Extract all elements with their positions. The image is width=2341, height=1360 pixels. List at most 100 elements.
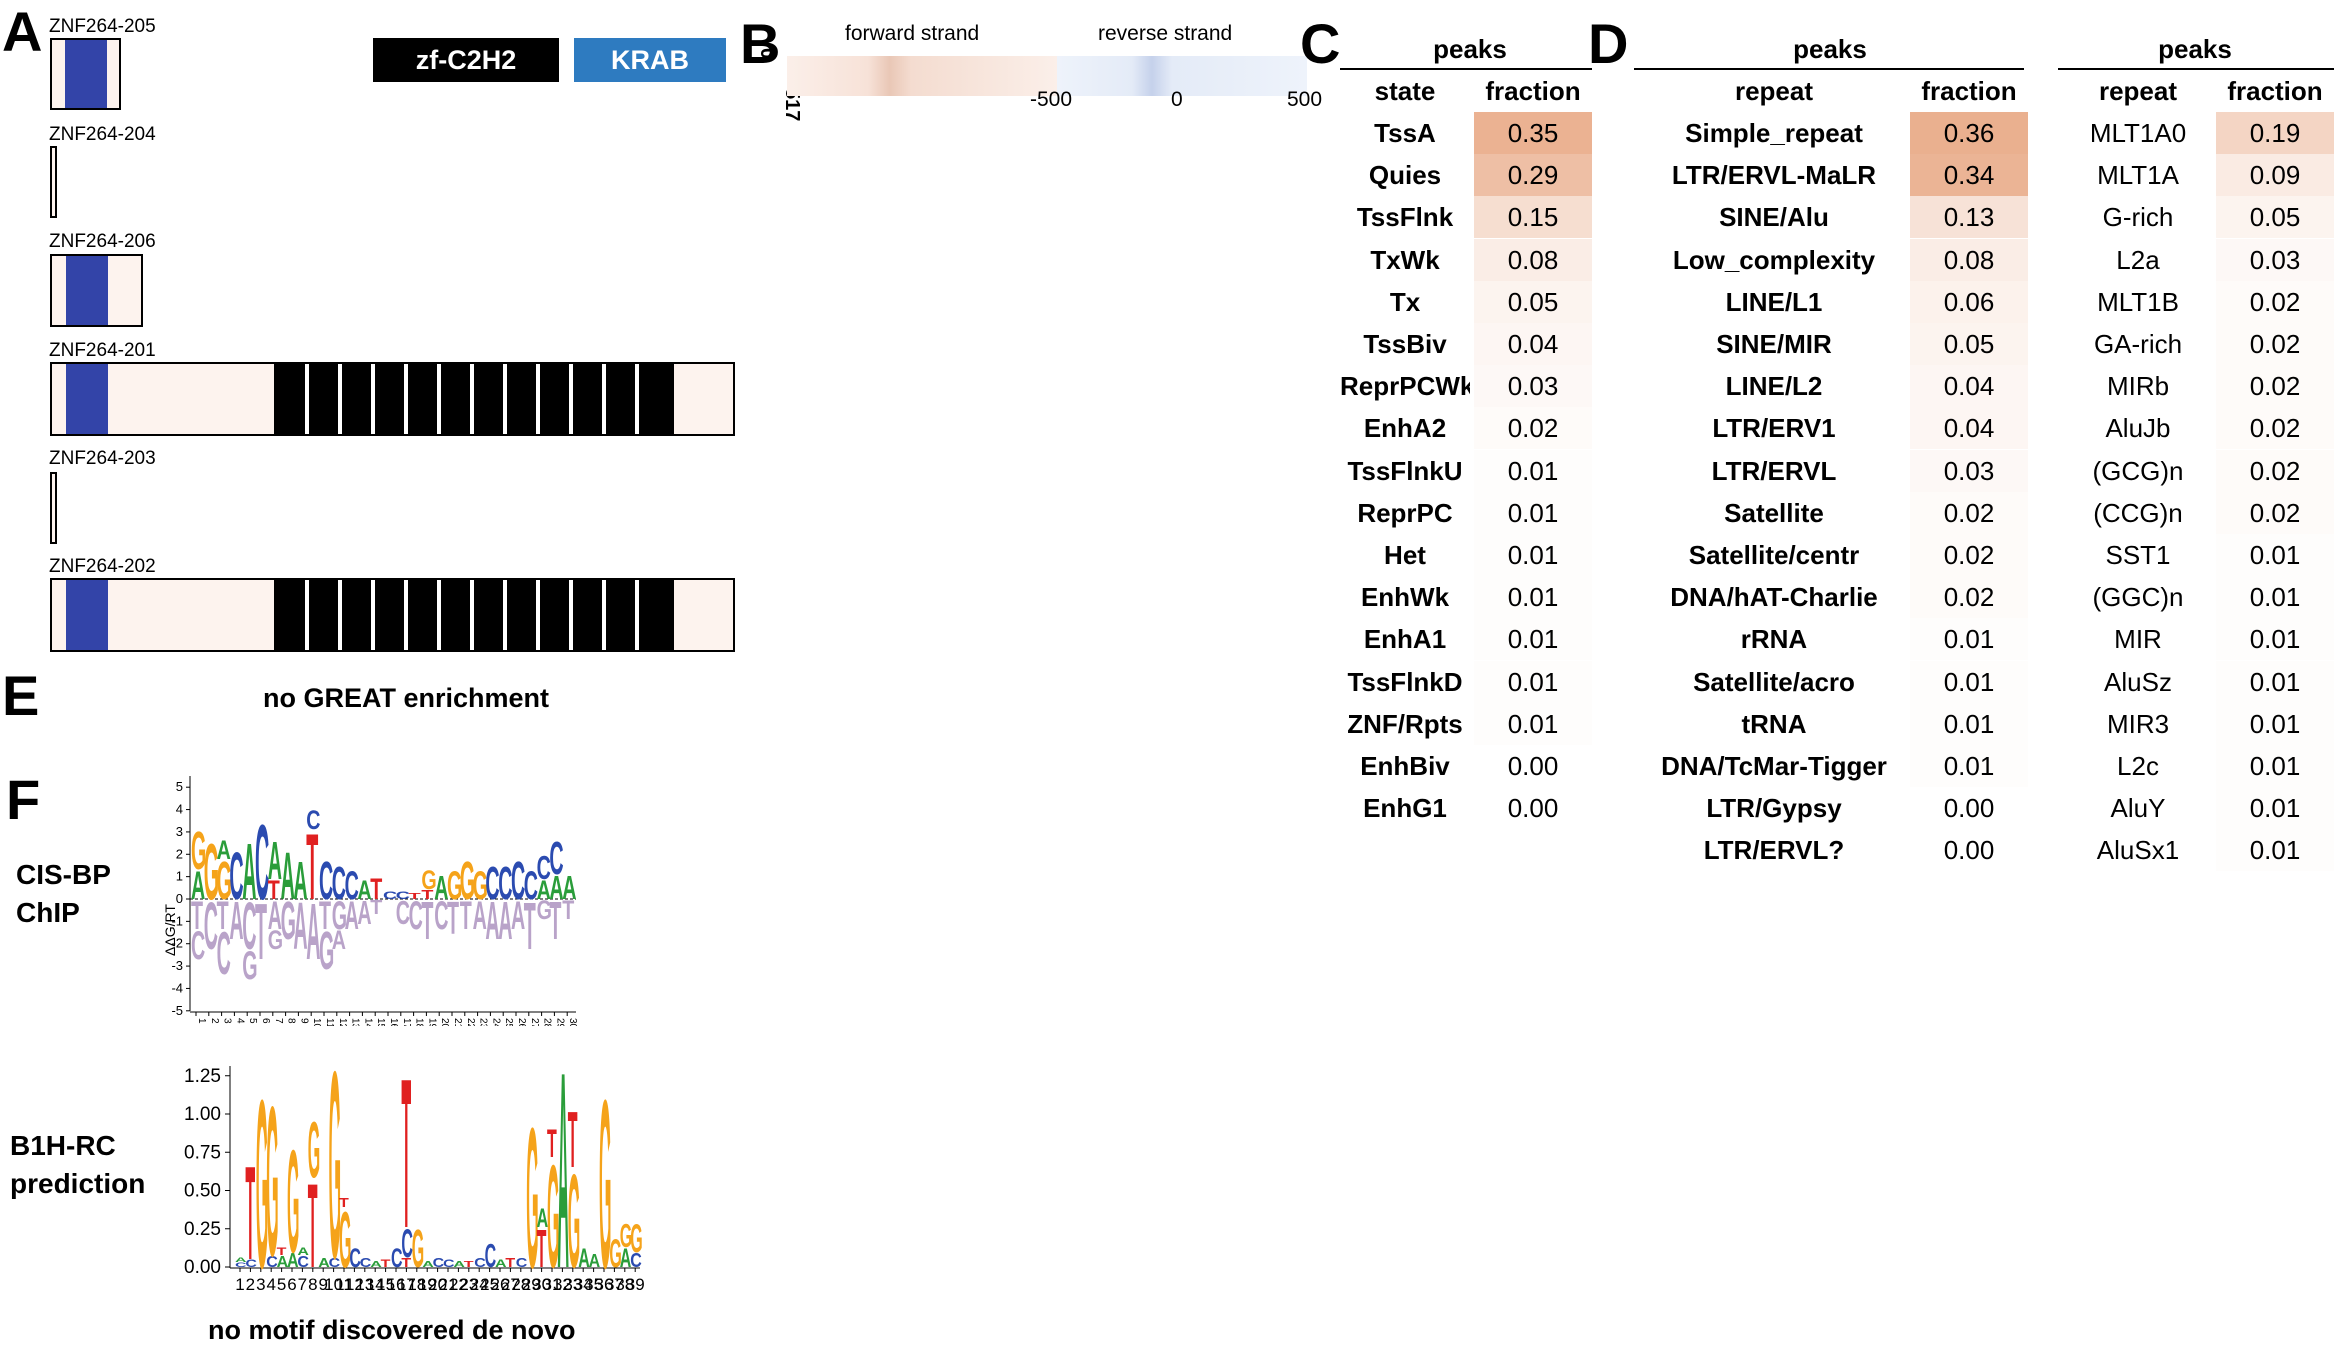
col-state-header: state [1374, 76, 1436, 106]
table-row-label: EnhBiv [1360, 751, 1450, 781]
table-row-label: EnhWk [1360, 582, 1450, 613]
axis-tick-label: 24 [470, 1275, 489, 1294]
motif-letter: A [485, 891, 499, 951]
table-row-fraction: 0.01 [1910, 745, 2028, 787]
motif-letter: T [547, 1122, 557, 1167]
axis-tick-label: 1.00 [184, 1104, 221, 1125]
axis-tick-label: 0 [176, 891, 183, 906]
transcript-203 [50, 472, 57, 544]
table-row-label: LTR/ERVL [1711, 455, 1837, 486]
axis-tick-label: 25 [480, 1275, 499, 1294]
motif-letter: A [357, 875, 371, 905]
axis-tick-label: 37 [605, 1275, 624, 1294]
table-row-label: SINE/MIR [1716, 329, 1832, 359]
heatmap-x-tick: 0 [1171, 88, 1183, 111]
motif-letter: T [339, 1196, 349, 1210]
table-row-fraction: 0.05 [1910, 323, 2028, 365]
table-row-label: MIR3 [2106, 708, 2170, 739]
zf-separator [470, 364, 474, 434]
forward-strand-heatmap [787, 56, 1057, 96]
motif-letter: A [277, 1254, 289, 1271]
axis-tick-label: 38 [615, 1275, 634, 1294]
heatmap-y-top: 0 [756, 48, 778, 60]
zf-separator [338, 364, 342, 434]
axis-tick-label: 7 [298, 1275, 307, 1294]
axis-tick-label: 34 [574, 1275, 593, 1294]
col-repeat-header: repeat [2098, 76, 2178, 106]
table-row-fraction: 0.36 [1910, 112, 2028, 154]
axis-tick-label: 5 [176, 779, 183, 794]
motif-letter: G [609, 1232, 621, 1277]
motif-letter: C [383, 890, 397, 901]
table-row-label: G-rich [2102, 202, 2174, 233]
motif-letter: A [511, 892, 525, 938]
axis-tick-label: 10 [324, 1275, 343, 1294]
axis-tick-label: 21 [452, 1018, 463, 1026]
peaks-header: peaks [2158, 34, 2232, 64]
col-fraction-header: fraction [1921, 76, 2017, 106]
zf-separator [404, 364, 408, 434]
zf-c2h2-domain [274, 364, 674, 434]
axis-tick-label: -2 [171, 936, 183, 951]
table-row-label: Tx [1389, 286, 1421, 317]
axis-tick-label: 17 [397, 1275, 416, 1294]
axis-tick-label: 23 [478, 1018, 489, 1026]
table-row-fraction: 0.01 [1474, 702, 1592, 745]
motif-letter: A [498, 891, 512, 951]
axis-tick-label: -3 [171, 958, 183, 973]
motif-letter: T [421, 887, 434, 902]
transcript-label-201: ZNF264-201 [49, 340, 156, 361]
table-row-fraction: 0.01 [1910, 660, 2028, 703]
motif-letter: C [516, 1256, 528, 1270]
axis-tick-label: 17 [401, 1018, 412, 1026]
transcript-202 [50, 578, 735, 652]
axis-tick-label: 26 [516, 1018, 527, 1026]
table-row-fraction: 0.35 [1474, 112, 1592, 154]
axis-tick-label: -4 [171, 980, 183, 995]
motif-letter: C [433, 1256, 445, 1270]
axis-tick-label: 3 [256, 1275, 265, 1294]
transcript-206 [50, 254, 143, 327]
motif-letter: A [549, 869, 563, 907]
motif-letter: G [460, 851, 475, 911]
motif-letter: T [447, 892, 459, 944]
axis-tick-label: 0.75 [184, 1142, 221, 1163]
motif-letter: A [370, 1260, 382, 1269]
table-row-label: ReprPC [1357, 497, 1453, 528]
motif-letter: T [308, 1160, 318, 1293]
table-row-fraction: 0.01 [2216, 702, 2334, 745]
motif-letter: G [332, 892, 347, 938]
axis-tick-label: 15 [375, 1018, 386, 1026]
b1h-label: B1H-RC prediction [10, 1130, 146, 1199]
zf-separator [503, 364, 507, 434]
motif-letter: C [434, 892, 448, 938]
table-row-label: MLT1B [2097, 286, 2179, 317]
motif-letter: T [562, 895, 575, 925]
motif-letter: C [524, 862, 538, 908]
table-row-fraction: 0.06 [1910, 280, 2028, 323]
table-row-label: AluJb [2105, 413, 2171, 444]
zf-separator [404, 580, 408, 650]
axis-tick-label: 4 [234, 1018, 245, 1024]
axis-tick-label: 14 [366, 1275, 385, 1294]
axis-tick-label: 0.25 [184, 1219, 221, 1240]
motif-letter: G [473, 862, 488, 908]
panel-label-a: A [2, 0, 43, 63]
motif-letter: C [191, 922, 205, 968]
table-row-fraction: 0.15 [1474, 196, 1592, 239]
motif-letter: A [434, 869, 448, 907]
motif-letter: A [589, 1250, 601, 1271]
axis-tick-label: 20 [428, 1275, 447, 1294]
table-row-label: DNA/TcMar-Tigger [1661, 751, 1887, 781]
table-row-label: SINE/Alu [1719, 202, 1829, 233]
table-row-fraction: 0.04 [1474, 323, 1592, 365]
table-row-fraction: 0.01 [2216, 787, 2334, 830]
table-row-label: LTR/ERV1 [1712, 413, 1836, 444]
zf-separator [536, 580, 540, 650]
table-row-fraction: 0.01 [1474, 491, 1592, 534]
axis-tick-label: 27 [501, 1275, 520, 1294]
motif-letter: G [319, 921, 334, 981]
table-row-label: DNA/hAT-Charlie [1670, 582, 1878, 613]
table-row-label: tRNA [1741, 708, 1807, 739]
panel-label-d: D [1588, 12, 1629, 75]
